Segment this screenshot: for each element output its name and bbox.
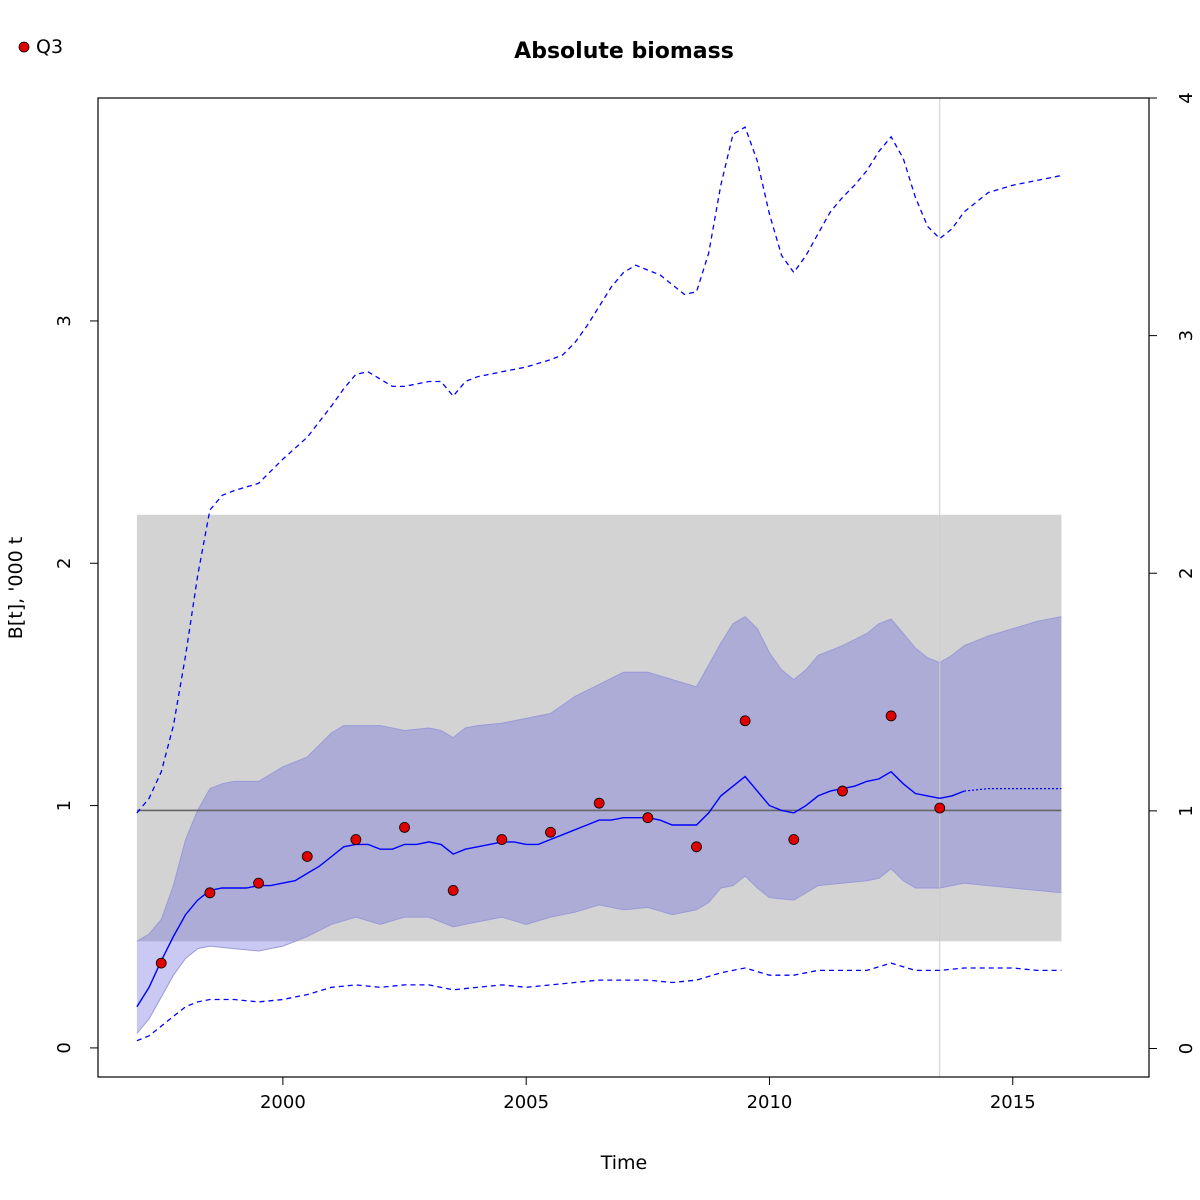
y-right-tick-label: 2 (1176, 568, 1197, 579)
data-point (447, 885, 459, 896)
x-tick-label: 2015 (990, 1092, 1036, 1113)
x-axis-label: Time (600, 1152, 648, 1174)
chart-title: Absolute biomass (514, 39, 734, 64)
series-layer (136, 98, 1062, 1077)
data-point (253, 877, 264, 889)
y-left-tick-label: 1 (54, 800, 75, 811)
y-left-tick-label: 0 (54, 1042, 75, 1053)
y-right-tick-label: 3 (1176, 330, 1197, 341)
lower-dashed-line (136, 962, 1062, 1042)
x-tick-label: 2000 (260, 1092, 306, 1113)
data-point (545, 826, 556, 838)
upper-dashed-line (136, 126, 1062, 814)
data-point (642, 812, 654, 824)
legend-marker (18, 41, 30, 53)
data-point (204, 887, 216, 899)
data-point (837, 785, 848, 797)
y-left-tick-label: 2 (54, 558, 75, 569)
data-point (885, 710, 897, 722)
data-point (399, 822, 410, 833)
points-layer (155, 710, 946, 969)
ci-upper-edge (136, 615, 1062, 942)
data-point (155, 957, 167, 969)
grey-band (136, 514, 1062, 942)
data-point (788, 834, 800, 845)
data-point (350, 834, 362, 845)
legend-label: Q3 (36, 36, 63, 58)
y-right-tick-label: 1 (1176, 805, 1197, 816)
ci-lower-edge (136, 867, 1062, 1034)
estimate-line (136, 770, 965, 1008)
ci-band (136, 616, 1062, 1034)
plot-frame (97, 97, 1150, 1078)
data-point (593, 797, 605, 809)
data-point (301, 851, 313, 862)
legend: Q3 (18, 36, 63, 58)
axes-layer: 2000 2005 2010 2015 0 1 2 3 0 1 2 3 4 (54, 92, 1197, 1113)
y-right-tick-label: 0 (1176, 1043, 1197, 1054)
data-point (934, 802, 946, 814)
y-axis-label: B[t], '000 t (5, 537, 27, 639)
data-point (739, 715, 751, 727)
data-point (691, 841, 702, 853)
x-tick-label: 2005 (503, 1092, 549, 1113)
grey-band-layer (136, 514, 1062, 942)
y-right-tick-label: 4 (1176, 92, 1197, 103)
y-left-tick-label: 3 (54, 315, 75, 326)
x-tick-label: 2010 (747, 1092, 793, 1113)
projection-line (964, 787, 1062, 792)
ci-band-layer (136, 615, 1062, 1034)
data-point (496, 834, 508, 845)
